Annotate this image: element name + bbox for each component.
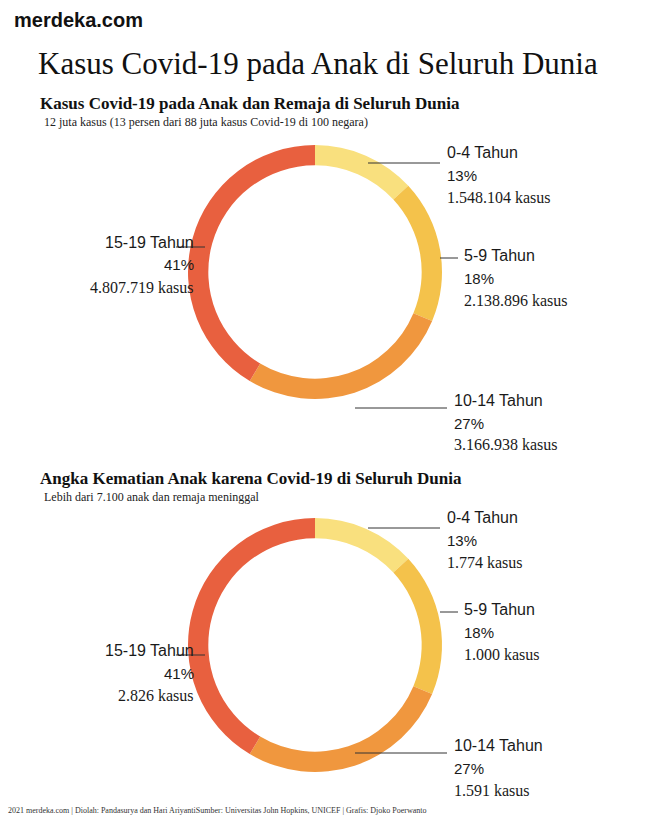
svg-text:5-9 Tahun: 5-9 Tahun [464, 247, 535, 264]
svg-text:2021 merdeka.com | Diolah: Pan: 2021 merdeka.com | Diolah: Pandasurya da… [8, 806, 426, 815]
svg-text:4.807.719 kasus: 4.807.719 kasus [90, 279, 194, 296]
svg-text:3.166.938 kasus: 3.166.938 kasus [454, 436, 558, 453]
svg-text:12 juta kasus (13 persen dari: 12 juta kasus (13 persen dari 88 juta ka… [44, 115, 368, 129]
svg-text:18%: 18% [464, 270, 494, 287]
svg-text:1.548.104 kasus: 1.548.104 kasus [447, 189, 551, 206]
svg-text:41%: 41% [164, 256, 194, 273]
svg-text:15-19 Tahun: 15-19 Tahun [105, 642, 194, 659]
svg-text:0-4 Tahun: 0-4 Tahun [447, 144, 518, 161]
svg-text:41%: 41% [164, 665, 194, 682]
svg-text:18%: 18% [464, 624, 494, 641]
svg-text:15-19 Tahun: 15-19 Tahun [105, 234, 194, 251]
svg-text:0-4 Tahun: 0-4 Tahun [447, 509, 518, 526]
svg-text:Angka Kematian Anak karena Cov: Angka Kematian Anak karena Covid-19 di S… [40, 469, 462, 488]
svg-text:Lebih dari 7.100 anak dan rema: Lebih dari 7.100 anak dan remaja meningg… [44, 490, 260, 504]
svg-text:27%: 27% [454, 415, 484, 432]
svg-text:10-14 Tahun: 10-14 Tahun [454, 392, 543, 409]
svg-text:Kasus Covid-19 pada Anak di Se: Kasus Covid-19 pada Anak di Seluruh Duni… [38, 46, 598, 81]
svg-text:2.138.896 kasus: 2.138.896 kasus [464, 292, 568, 309]
svg-text:merdeka.com: merdeka.com [14, 9, 143, 31]
svg-text:1.000 kasus: 1.000 kasus [464, 646, 540, 663]
svg-text:2.826 kasus: 2.826 kasus [118, 687, 194, 704]
svg-text:5-9 Tahun: 5-9 Tahun [464, 601, 535, 618]
svg-text:Kasus Covid-19 pada Anak dan R: Kasus Covid-19 pada Anak dan Remaja di S… [40, 94, 460, 113]
svg-text:1.591 kasus: 1.591 kasus [454, 782, 530, 799]
svg-text:1.774 kasus: 1.774 kasus [447, 554, 523, 571]
svg-text:13%: 13% [447, 532, 477, 549]
svg-text:10-14 Tahun: 10-14 Tahun [454, 737, 543, 754]
svg-text:13%: 13% [447, 167, 477, 184]
svg-text:27%: 27% [454, 760, 484, 777]
